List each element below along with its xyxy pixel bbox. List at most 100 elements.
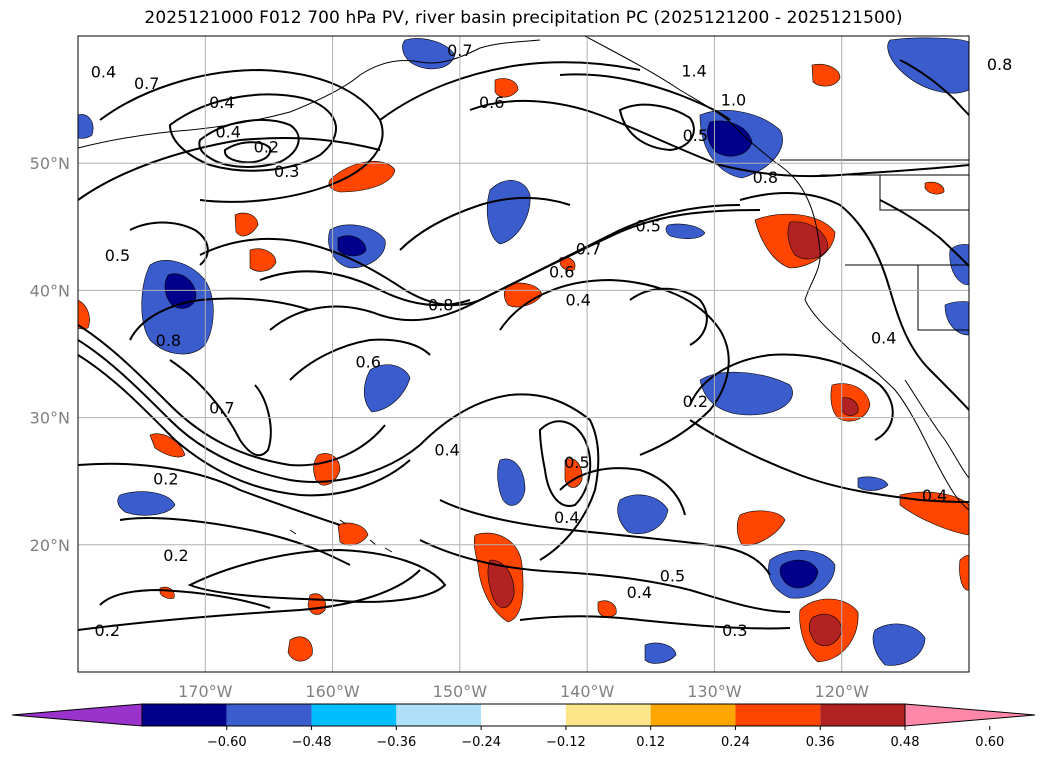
positive-anomaly-region bbox=[736, 510, 786, 546]
negative-anomaly-region bbox=[699, 371, 793, 416]
contour-label: 0.8 bbox=[987, 55, 1012, 74]
positive-anomaly-region bbox=[503, 282, 543, 308]
strong-positive-core bbox=[487, 559, 515, 608]
negative-anomaly-region bbox=[887, 37, 969, 94]
positive-anomaly-region bbox=[328, 160, 396, 193]
colorbar-tick-label: 0.12 bbox=[636, 735, 665, 750]
colorbar-tick-label: 0.60 bbox=[975, 735, 1004, 750]
colorbar-segment bbox=[142, 704, 227, 726]
colorbar-segment bbox=[396, 704, 482, 726]
negative-anomaly-region bbox=[497, 458, 526, 506]
contour-label: 0.8 bbox=[753, 168, 778, 187]
colorbar-segment bbox=[650, 704, 736, 726]
colorbar-segment bbox=[481, 704, 566, 726]
contour-label: 1.4 bbox=[681, 61, 706, 80]
negative-anomaly-region bbox=[857, 476, 889, 491]
contour-labels: 0.4 0.7 0.4 0.4 0.2 0.3 0.7 0.6 1.4 1.0 0.5 0.8 0.8 0… bbox=[91, 41, 1013, 640]
negative-anomaly-region bbox=[617, 494, 669, 534]
colorbar-outline bbox=[141, 703, 906, 727]
contour-label: 0.2 bbox=[95, 621, 120, 640]
contour-label: 0.8 bbox=[156, 331, 181, 350]
contour-label: 0.3 bbox=[274, 162, 299, 181]
colorbar-tick-label: 0.36 bbox=[806, 735, 835, 750]
colorbar-segment bbox=[565, 704, 651, 726]
longitude-labels: 170°W 160°W 150°W 140°W 130°W 120°W bbox=[178, 682, 869, 701]
contour-label: 0.5 bbox=[660, 566, 685, 585]
contour-label: 0.4 bbox=[922, 486, 947, 505]
lat-tick-label: 20°N bbox=[30, 536, 70, 555]
strong-positive-core bbox=[841, 397, 859, 416]
contour-label: 0.2 bbox=[153, 470, 178, 489]
positive-anomaly-region bbox=[959, 554, 969, 591]
colorbar-segment bbox=[735, 704, 821, 726]
contour-label: 0.7 bbox=[134, 74, 159, 93]
colorbar-tick-label: −0.36 bbox=[376, 735, 416, 750]
positive-anomaly-region bbox=[811, 63, 841, 87]
contour-label: 0.4 bbox=[215, 122, 240, 141]
map-frame bbox=[77, 35, 970, 673]
contour-label: 0.4 bbox=[871, 328, 896, 347]
colorbar-tick-label: −0.12 bbox=[546, 735, 586, 750]
negative-anomaly-region bbox=[872, 623, 926, 666]
negative-anomaly-region bbox=[944, 301, 969, 336]
contour-label: 0.5 bbox=[636, 217, 661, 236]
contour-label: 0.7 bbox=[447, 41, 472, 60]
contour-label: 0.5 bbox=[564, 453, 589, 472]
lat-tick-label: 30°N bbox=[30, 409, 70, 428]
positive-anomaly-region bbox=[149, 433, 186, 458]
lat-tick-label: 50°N bbox=[30, 154, 70, 173]
positive-anomaly-region bbox=[287, 636, 313, 662]
positive-anomaly-region bbox=[494, 78, 519, 98]
colorbar-extend-min bbox=[11, 703, 143, 727]
contour-label: 0.5 bbox=[683, 126, 708, 145]
contour-label: 0.6 bbox=[549, 262, 574, 281]
colorbar-segment bbox=[311, 704, 397, 726]
strong-negative-core bbox=[337, 235, 367, 257]
colorbar-segment bbox=[820, 704, 905, 726]
contour-label: 0.4 bbox=[566, 290, 591, 309]
lon-tick-label: 130°W bbox=[687, 682, 742, 701]
negative-anomaly-region bbox=[78, 114, 94, 139]
contour-label: 0.4 bbox=[434, 440, 459, 459]
contour-label: 0.3 bbox=[722, 621, 747, 640]
contour-label: 0.8 bbox=[428, 295, 453, 314]
negative-anomaly-region bbox=[117, 491, 176, 516]
colorbar-tick-label: −0.48 bbox=[292, 735, 332, 750]
positive-anomaly-region bbox=[249, 248, 277, 272]
lon-tick-label: 160°W bbox=[305, 682, 360, 701]
negative-anomaly-region bbox=[487, 180, 531, 245]
contour-label: 0.6 bbox=[355, 353, 380, 372]
precipitation-shading bbox=[78, 37, 969, 666]
colorbar-extend-max bbox=[904, 703, 1036, 727]
contour-label: 0.5 bbox=[105, 246, 130, 265]
positive-anomaly-region bbox=[597, 600, 617, 618]
lon-tick-label: 150°W bbox=[433, 682, 488, 701]
contour-label: 0.4 bbox=[554, 508, 579, 527]
positive-anomaly-region bbox=[559, 257, 576, 271]
contour-label: 0.2 bbox=[683, 392, 708, 411]
latitude-labels: 50°N 40°N 30°N 20°N bbox=[30, 154, 70, 555]
contour-label: 0.7 bbox=[209, 398, 234, 417]
contour-label: 0.2 bbox=[254, 138, 279, 157]
negative-anomaly-region bbox=[363, 364, 411, 413]
contour-label: 0.6 bbox=[479, 93, 504, 112]
contour-label: 0.2 bbox=[163, 546, 188, 565]
lon-tick-label: 140°W bbox=[560, 682, 615, 701]
colorbar-segment bbox=[226, 704, 312, 726]
contour-label: 0.4 bbox=[627, 583, 652, 602]
positive-anomaly-region bbox=[234, 212, 259, 237]
positive-anomaly-region bbox=[899, 491, 969, 536]
positive-anomaly-region bbox=[924, 181, 945, 195]
colorbar-tick-label: −0.60 bbox=[207, 735, 247, 750]
contour-label: 0.4 bbox=[91, 63, 116, 82]
colorbar: −0.60 −0.48 −0.36 −0.24 −0.12 0.12 0.24 0.36 0.4… bbox=[11, 703, 1036, 750]
lat-tick-label: 40°N bbox=[30, 281, 70, 300]
colorbar-tick-label: 0.24 bbox=[721, 735, 750, 750]
colorbar-tick-label: −0.24 bbox=[461, 735, 501, 750]
map-title: 2025121000 F012 700 hPa PV, river basin … bbox=[144, 8, 903, 28]
contour-label: 0.4 bbox=[209, 93, 234, 112]
contour-label: 1.0 bbox=[721, 91, 746, 110]
colorbar-tick-label: 0.48 bbox=[891, 735, 920, 750]
lon-tick-label: 120°W bbox=[815, 682, 870, 701]
